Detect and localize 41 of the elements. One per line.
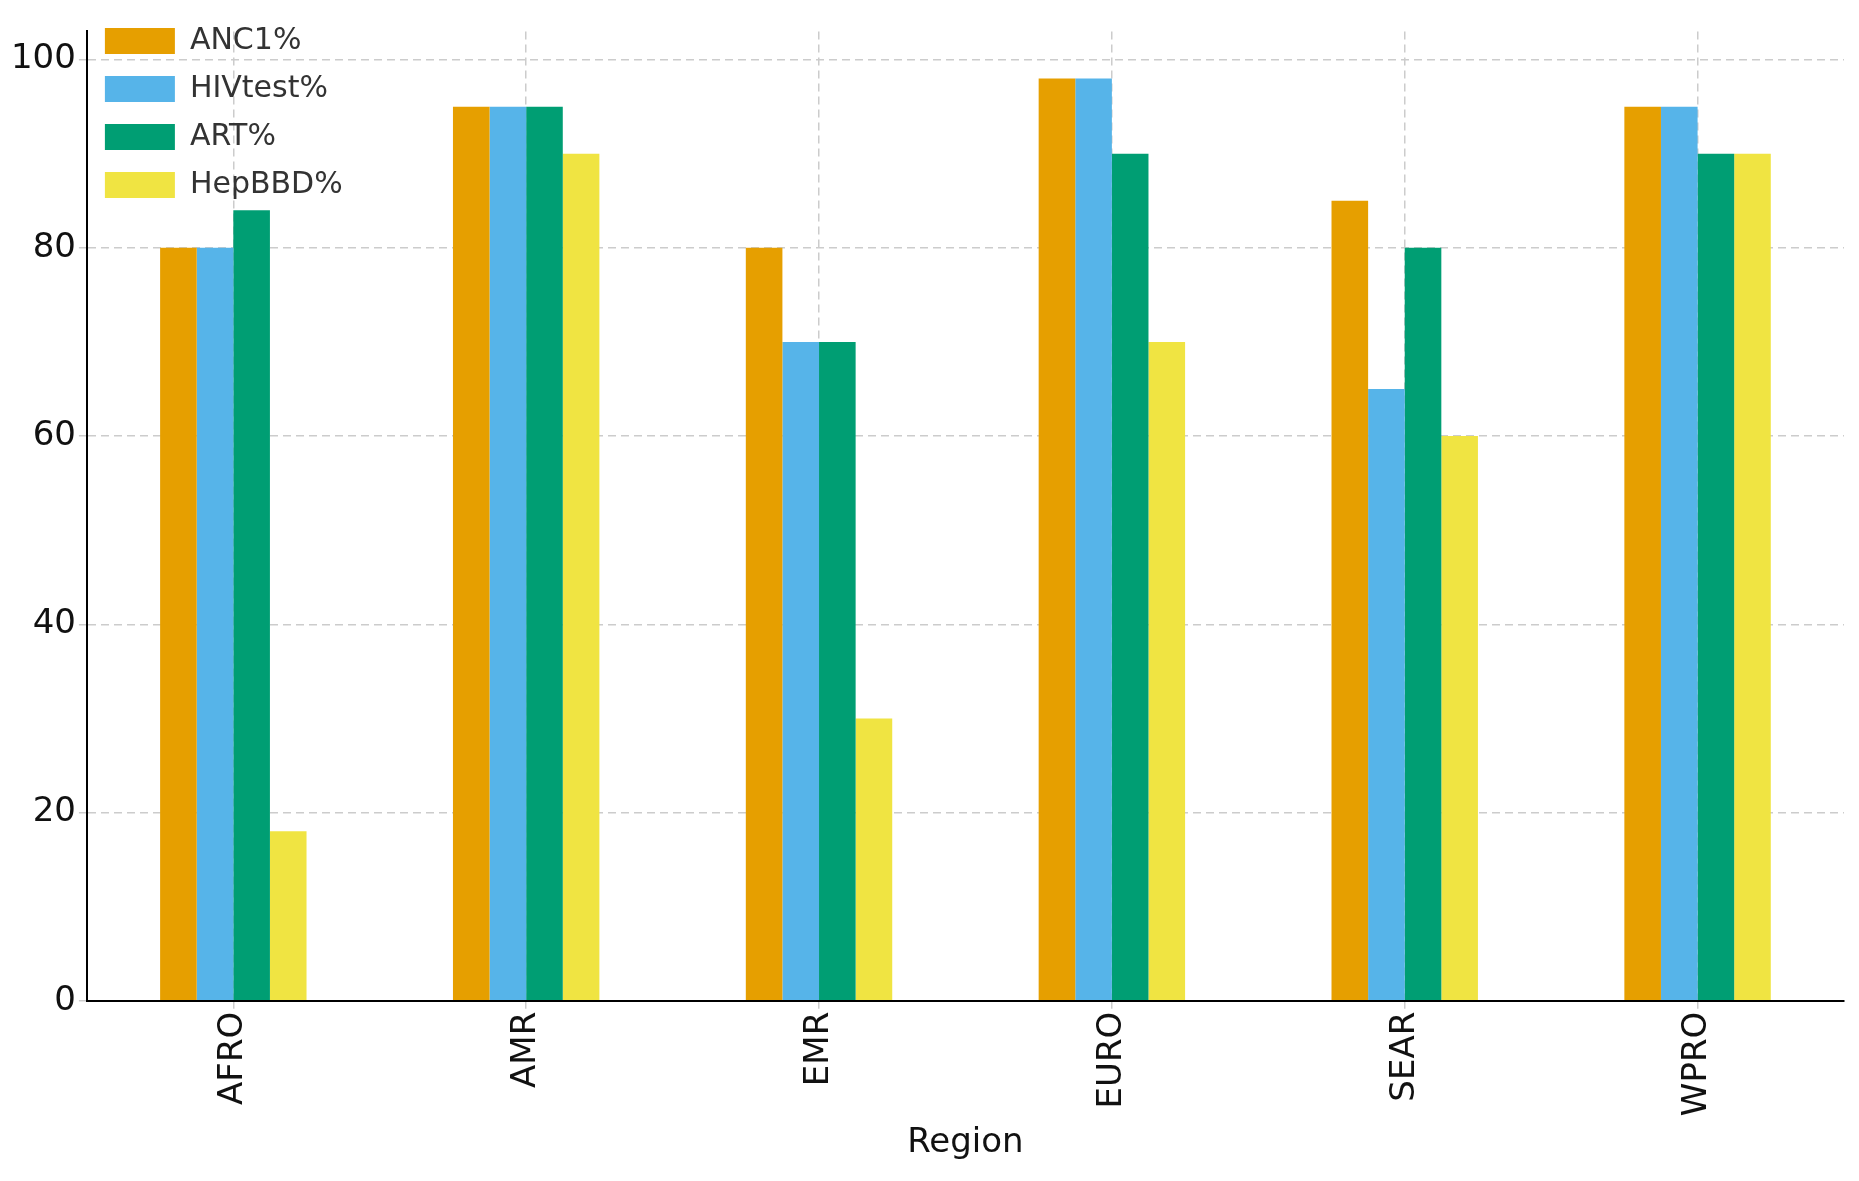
x-tick-label: WPRO — [1674, 1011, 1715, 1117]
bar — [1148, 341, 1186, 1000]
bar — [1660, 106, 1698, 1000]
legend-label: HIVtest% — [189, 68, 328, 104]
bar — [196, 247, 234, 1000]
bar — [782, 341, 820, 1000]
bar — [160, 247, 197, 1000]
x-tick-label: EURO — [1088, 1011, 1129, 1109]
bar — [1331, 200, 1369, 1000]
legend-label: HepBBD% — [189, 164, 343, 200]
bar — [489, 106, 527, 1000]
bar — [1441, 436, 1478, 1000]
bar — [1734, 153, 1771, 1000]
bar — [1075, 78, 1112, 1000]
bar — [819, 341, 856, 1000]
y-tick-label: 100 — [10, 36, 76, 77]
y-tick-label: 60 — [32, 412, 76, 453]
x-tick-label: AFRO — [210, 1011, 251, 1105]
bar — [1697, 153, 1735, 1000]
legend-label: ART% — [189, 116, 276, 152]
y-tick-label: 80 — [32, 224, 76, 265]
bar — [1111, 153, 1149, 1000]
bar — [1038, 78, 1076, 1000]
bar — [233, 210, 270, 1000]
bar — [1624, 106, 1661, 1000]
bar — [452, 106, 490, 1000]
bar — [526, 106, 563, 1000]
y-tick-label: 40 — [32, 601, 76, 642]
bar — [562, 153, 600, 1000]
bar — [1368, 389, 1405, 1000]
bar — [1404, 247, 1442, 1000]
y-tick-label: 20 — [32, 789, 76, 830]
x-axis-title: Region — [907, 1120, 1024, 1161]
bar — [269, 831, 307, 1000]
x-tick-label: AMR — [503, 1011, 543, 1088]
y-tick-label: 0 — [54, 977, 76, 1018]
bar — [745, 247, 783, 1000]
x-tick-label: EMR — [795, 1011, 836, 1087]
legend-label: ANC1% — [189, 20, 302, 56]
x-tick-label: SEAR — [1381, 1011, 1422, 1102]
bar — [855, 718, 893, 1000]
